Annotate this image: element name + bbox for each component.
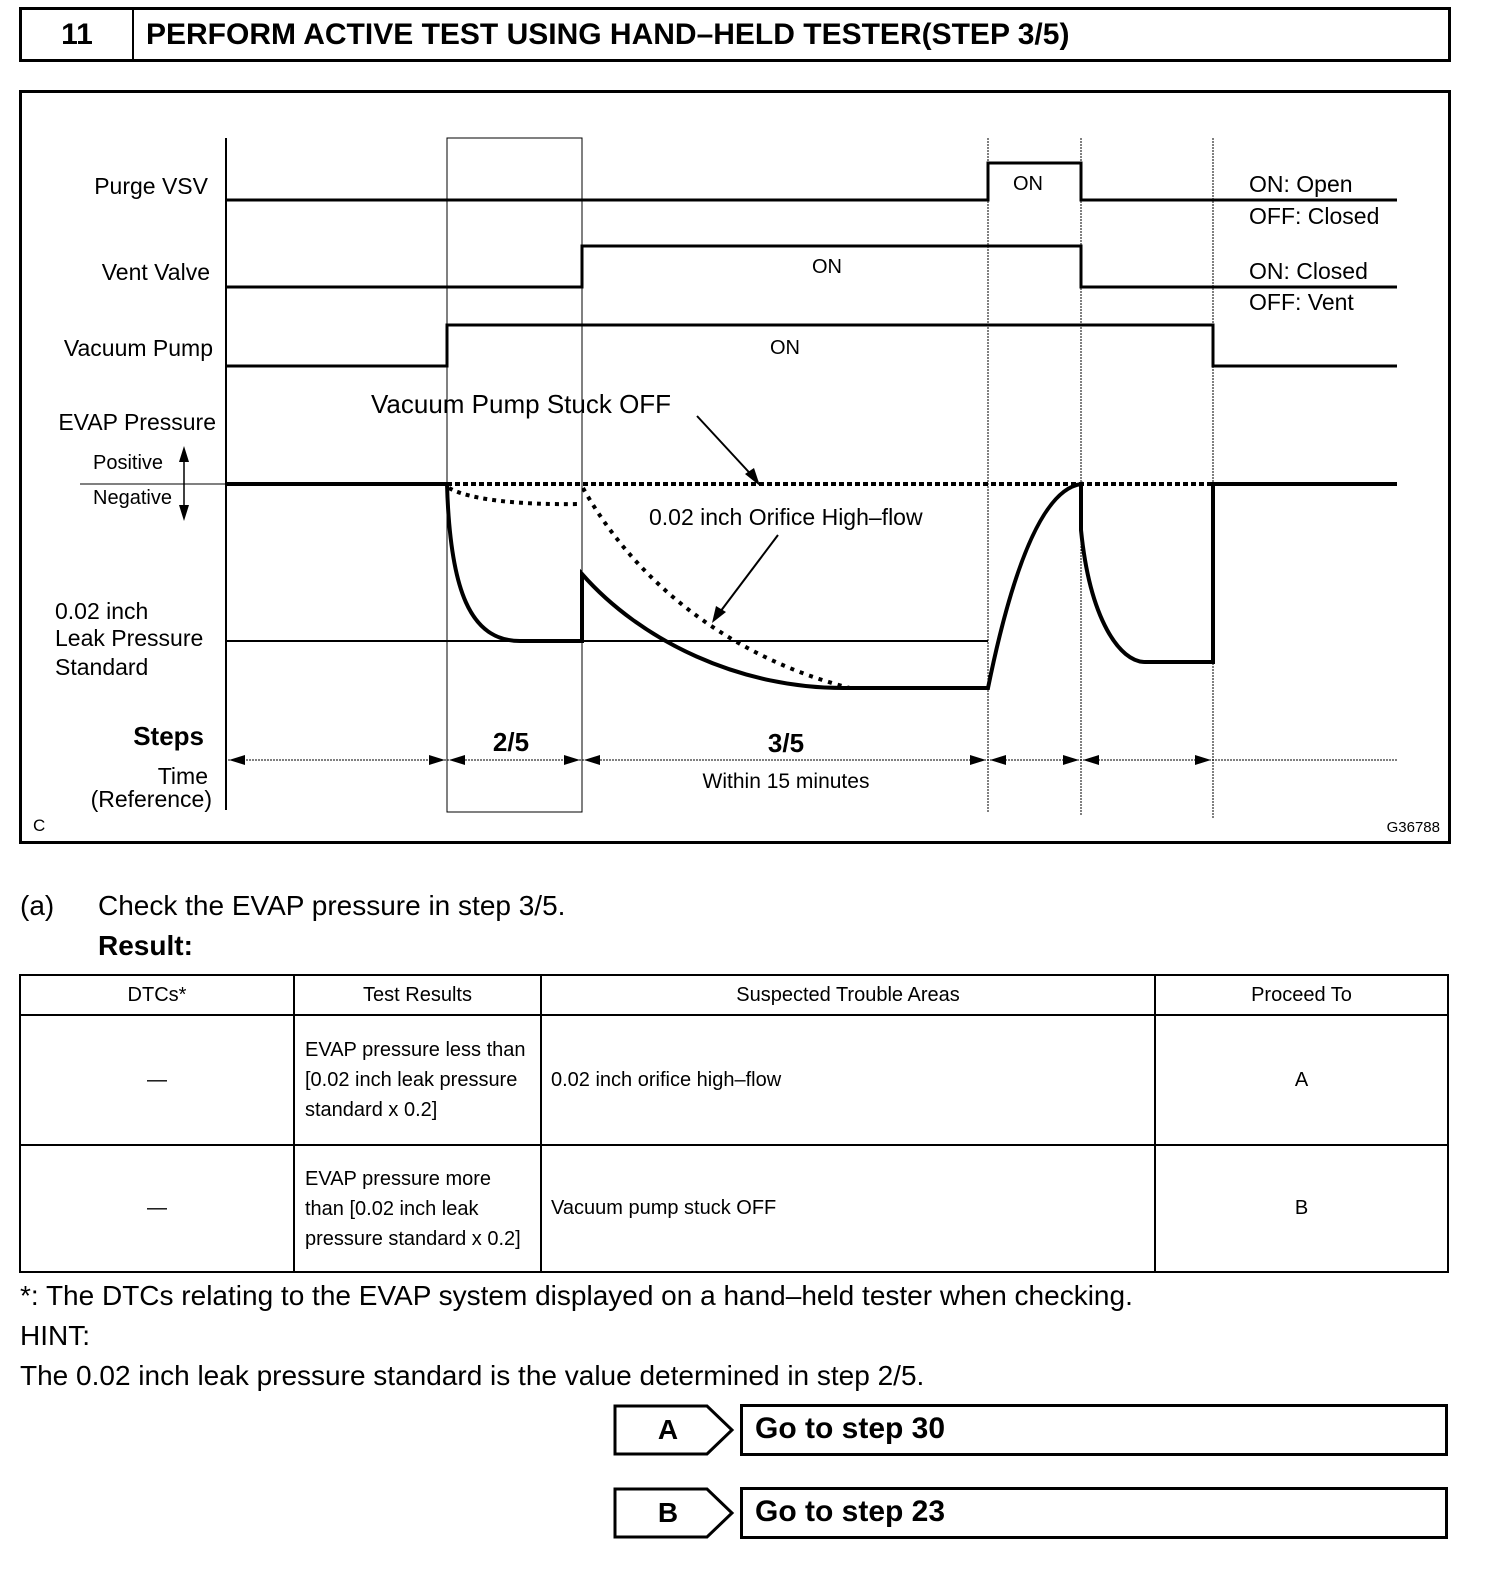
row-label-vacuum-pump: Vacuum Pump bbox=[64, 335, 213, 361]
option-a-letter: A bbox=[657, 1414, 679, 1445]
option-b[interactable]: B Go to step 23 bbox=[613, 1487, 1449, 1539]
result-label: Result: bbox=[98, 930, 193, 961]
annotation-orifice: 0.02 inch Orifice High–flow bbox=[649, 504, 923, 530]
instruction-text: Check the EVAP pressure in step 3/5. bbox=[98, 890, 566, 921]
purge-on-label: ON bbox=[1013, 173, 1043, 195]
col-trouble-areas: Suspected Trouble Areas bbox=[540, 974, 1156, 1016]
cell-proceed: B bbox=[1154, 1144, 1449, 1273]
label-time: Time bbox=[158, 763, 208, 789]
legend-vent-off: OFF: Vent bbox=[1249, 289, 1354, 315]
corner-label: C bbox=[33, 816, 45, 835]
orifice-dotted-curve-step2 bbox=[448, 486, 581, 507]
label-leak-std-3: Standard bbox=[55, 654, 148, 680]
figure-id: G36788 bbox=[1387, 819, 1440, 836]
hint-label: HINT: bbox=[20, 1320, 90, 1351]
col-proceed-to: Proceed To bbox=[1154, 974, 1449, 1016]
hint-text: The 0.02 inch leak pressure standard is … bbox=[20, 1360, 925, 1391]
option-a-arrow-icon bbox=[613, 1404, 735, 1456]
instruction-marker: (a) bbox=[20, 890, 55, 921]
label-steps: Steps bbox=[133, 721, 204, 751]
step-dividers bbox=[987, 138, 1214, 818]
step-2-5-box bbox=[446, 137, 583, 813]
table-row: — EVAP pressure less than [0.02 inch lea… bbox=[19, 1014, 1449, 1146]
within-15-minutes: Within 15 minutes bbox=[703, 770, 870, 793]
option-b-letter: B bbox=[657, 1497, 679, 1528]
annotation-stuck-off: Vacuum Pump Stuck OFF bbox=[371, 389, 671, 419]
row-label-purge-vsv: Purge VSV bbox=[94, 173, 208, 199]
label-leak-std-2: Leak Pressure bbox=[55, 625, 203, 651]
evap-pressure-curve bbox=[226, 481, 1397, 691]
col-dtcs: DTCs* bbox=[19, 974, 295, 1016]
step-number: 11 bbox=[22, 10, 134, 59]
step-3-5-label: 3/5 bbox=[768, 728, 804, 758]
step-2-5-label: 2/5 bbox=[493, 727, 529, 757]
label-positive: Positive bbox=[93, 452, 163, 474]
cell-dtc: — bbox=[19, 1144, 295, 1273]
cell-result: EVAP pressure more than [0.02 inch leak … bbox=[293, 1144, 542, 1273]
cell-area: 0.02 inch orifice high–flow bbox=[540, 1014, 1156, 1146]
vacuum-pump-signal bbox=[226, 323, 1397, 368]
table-header-row: DTCs* Test Results Suspected Trouble Are… bbox=[19, 974, 1449, 1016]
go-to-step-23-button[interactable]: Go to step 23 bbox=[740, 1487, 1448, 1539]
step-header: 11 PERFORM ACTIVE TEST USING HAND–HELD T… bbox=[19, 7, 1451, 62]
col-test-results: Test Results bbox=[293, 974, 542, 1016]
go-to-step-30-button[interactable]: Go to step 30 bbox=[740, 1404, 1448, 1456]
annotation-arrows bbox=[696, 415, 779, 621]
footnote: *: The DTCs relating to the EVAP system … bbox=[20, 1280, 1133, 1311]
purge-vsv-signal bbox=[226, 161, 1397, 202]
cell-result: EVAP pressure less than [0.02 inch leak … bbox=[293, 1014, 542, 1146]
label-reference: (Reference) bbox=[91, 786, 212, 812]
legend-vent-on: ON: Closed bbox=[1249, 258, 1368, 284]
orifice-dotted-curve-step3 bbox=[581, 487, 851, 690]
option-a[interactable]: A Go to step 30 bbox=[613, 1404, 1449, 1456]
legend-purge-off: OFF: Closed bbox=[1249, 203, 1379, 229]
row-label-vent-valve: Vent Valve bbox=[102, 259, 210, 285]
cell-area: Vacuum pump stuck OFF bbox=[540, 1144, 1156, 1273]
legend-purge-on: ON: Open bbox=[1249, 171, 1353, 197]
step-title: PERFORM ACTIVE TEST USING HAND–HELD TEST… bbox=[146, 18, 1070, 51]
vent-on-label: ON bbox=[812, 256, 842, 278]
pump-on-label: ON bbox=[770, 337, 800, 359]
result-table: DTCs* Test Results Suspected Trouble Are… bbox=[19, 974, 1449, 1273]
row-label-evap-pressure: EVAP Pressure bbox=[58, 409, 216, 435]
cell-proceed: A bbox=[1154, 1014, 1449, 1146]
timing-diagram: Purge VSV Vent Valve Vacuum Pump EVAP Pr… bbox=[19, 90, 1451, 844]
label-leak-std-1: 0.02 inch bbox=[55, 598, 148, 624]
vent-valve-signal bbox=[226, 244, 1397, 289]
option-b-arrow-icon bbox=[613, 1487, 735, 1539]
arrowheads bbox=[179, 446, 1211, 765]
label-negative: Negative bbox=[93, 487, 172, 509]
cell-dtc: — bbox=[19, 1014, 295, 1146]
table-row: — EVAP pressure more than [0.02 inch lea… bbox=[19, 1144, 1449, 1273]
